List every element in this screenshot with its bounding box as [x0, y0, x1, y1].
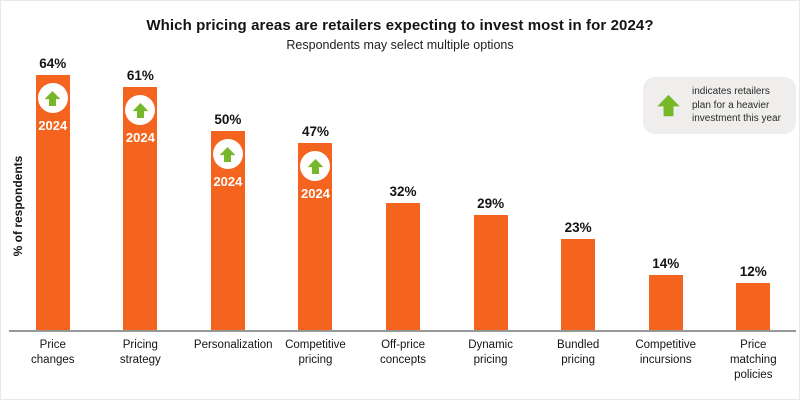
bar-value-label: 64% — [39, 56, 67, 71]
x-axis-category-label: Competitive pricing — [285, 339, 346, 366]
x-axis-category-label: Price changes — [31, 339, 75, 366]
x-axis-category-label: Personalization — [193, 339, 273, 351]
chart-subtitle: Respondents may select multiple options — [286, 38, 514, 52]
x-axis-category-label: Pricing strategy — [119, 339, 161, 366]
bar-group: 12% — [710, 41, 798, 331]
bar-value-label: 23% — [564, 220, 592, 235]
x-axis-label-cell: Price changes — [9, 338, 97, 383]
x-axis-category-label: Competitive incursions — [635, 339, 697, 366]
arrow-up-icon — [300, 151, 331, 181]
bar: 2024 — [210, 131, 245, 331]
badge-year-label: 2024 — [125, 130, 155, 145]
x-axis-label-cell: Competitive incursions — [622, 338, 710, 383]
badge-year-label: 2024 — [213, 174, 243, 189]
bar-group: 64% 2024 — [9, 41, 97, 331]
x-axis-line — [9, 330, 796, 332]
x-axis-label-cell: Competitive pricing — [272, 338, 360, 383]
legend-box: indicates retailers plan for a heavier i… — [643, 77, 796, 134]
bar-value-label: 61% — [126, 68, 154, 83]
bar-value-label: 50% — [214, 112, 242, 127]
x-axis-category-label: Dynamic pricing — [468, 339, 513, 366]
bar-value-label: 12% — [739, 264, 767, 279]
x-axis-label-cell: Personalization — [184, 338, 273, 383]
x-axis-label-cell: Off-price concepts — [359, 338, 447, 383]
bar: 2024 — [123, 87, 158, 331]
bar — [648, 275, 683, 331]
legend-arrow-up-icon — [657, 94, 680, 116]
bar — [736, 283, 771, 331]
x-axis-label-cell: Bundled pricing — [534, 338, 622, 383]
bar-group: 61% 2024 — [97, 41, 185, 331]
bar: 2024 — [298, 143, 333, 331]
badge-year-label: 2024 — [301, 186, 330, 201]
x-axis-label-cell: Price matching policies — [710, 338, 798, 383]
bar-group: 32% — [359, 41, 447, 331]
bar-value-label: 29% — [477, 196, 505, 211]
bar-group: 47% 2024 — [272, 41, 360, 331]
x-axis-category-label: Off-price concepts — [380, 339, 427, 366]
bar-group: 50% 2024 — [184, 41, 272, 331]
arrow-up-icon — [125, 95, 156, 125]
chart-title: Which pricing areas are retailers expect… — [146, 17, 654, 34]
bar-plot-area: 64% 2024 61% 2024 50% 2024 47% 2024 32% 29% 23% 14%… — [9, 41, 797, 331]
bar — [386, 203, 421, 331]
arrow-up-icon — [37, 83, 68, 113]
bar-value-label: 47% — [301, 124, 329, 139]
x-axis-category-label: Bundled pricing — [557, 339, 600, 366]
bar-group: 14% — [622, 41, 710, 331]
bar-group: 29% — [447, 41, 535, 331]
bar — [473, 215, 508, 331]
bar-value-label: 14% — [652, 256, 680, 271]
bar-group: 23% — [534, 41, 622, 331]
arrow-up-icon — [212, 139, 243, 169]
x-axis-label-cell: Dynamic pricing — [447, 338, 535, 383]
legend-text: indicates retailers plan for a heavier i… — [692, 86, 781, 124]
x-axis-category-label: Price matching policies — [729, 339, 777, 381]
bar — [561, 239, 596, 331]
bar: 2024 — [35, 75, 70, 331]
x-axis-labels: Price changes Pricing strategy Personaliza… — [9, 338, 797, 383]
x-axis-label-cell: Pricing strategy — [97, 338, 185, 383]
bar-value-label: 32% — [389, 184, 417, 199]
badge-year-label: 2024 — [38, 118, 68, 133]
